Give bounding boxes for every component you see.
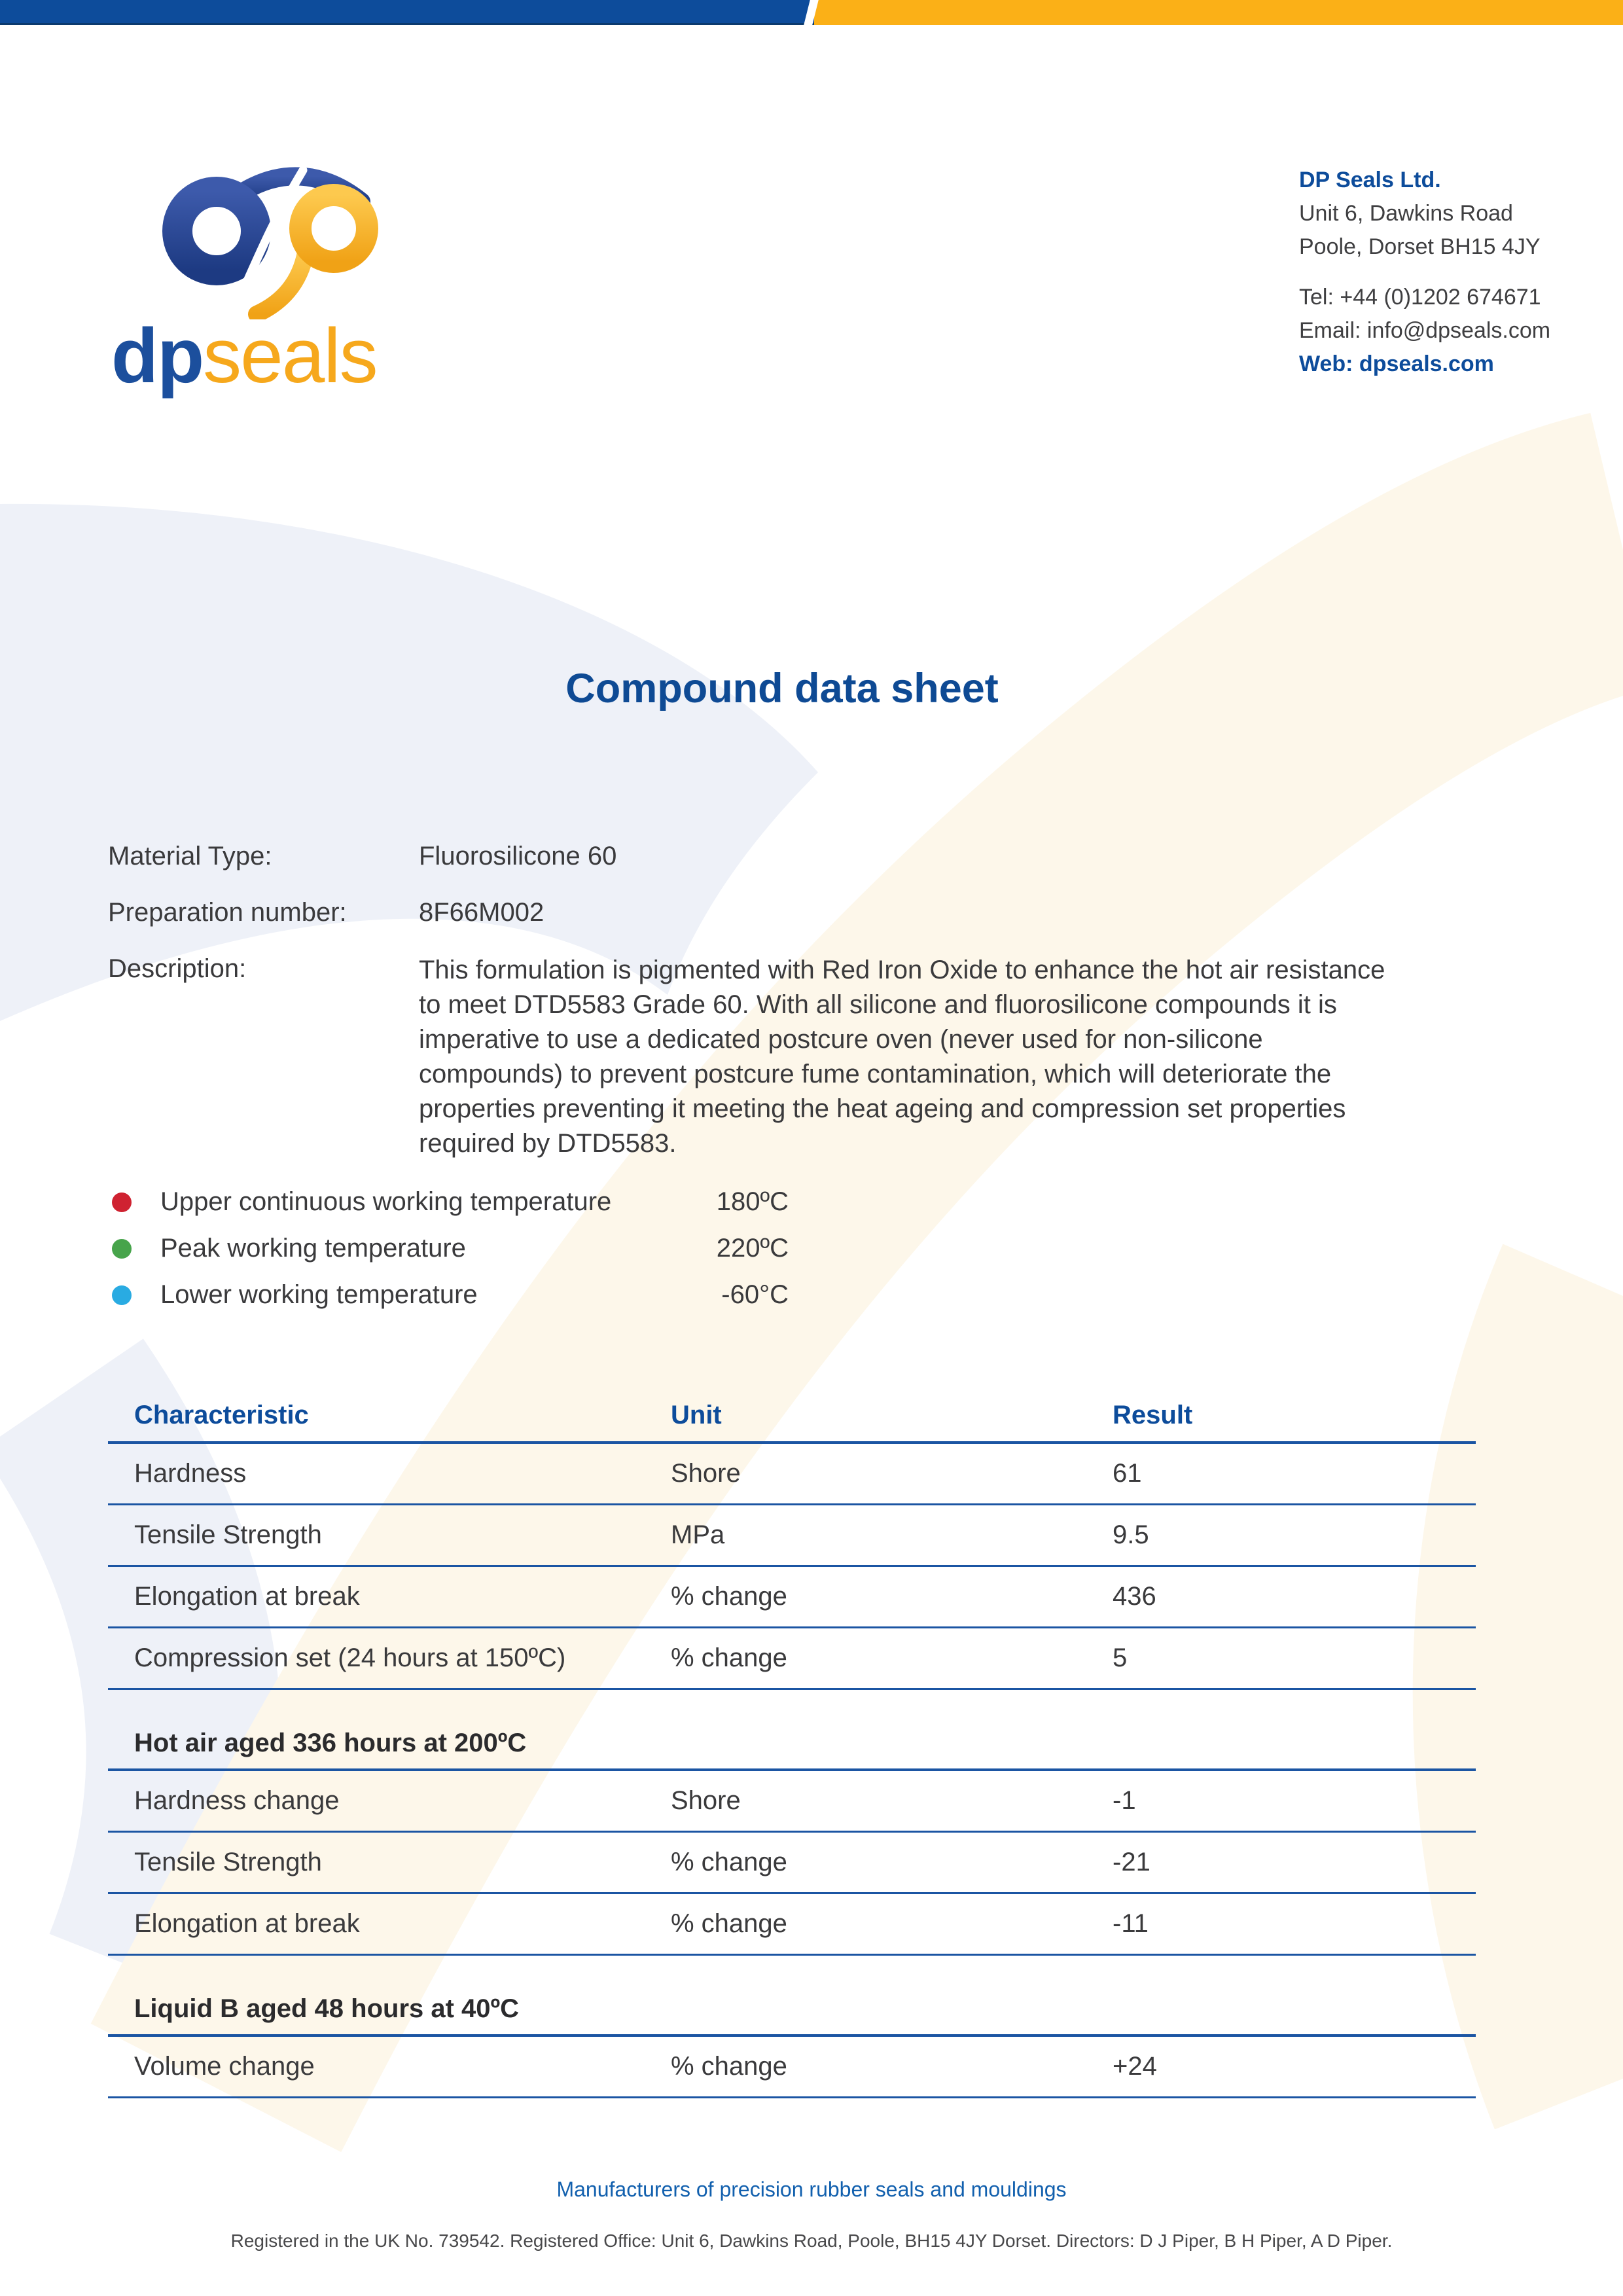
table-row: Hardness change Shore -1	[108, 1771, 1476, 1833]
company-name: DP Seals Ltd.	[1299, 168, 1441, 192]
section-header-text: Hot air aged 336 hours at 200ºC	[134, 1729, 527, 1757]
table-row: Compression set (24 hours at 150ºC) % cha…	[108, 1628, 1476, 1690]
temperature-item: Peak working temperature 220ºC	[108, 1225, 789, 1272]
description-label: Description:	[108, 954, 247, 983]
cell-result: -1	[1113, 1786, 1136, 1815]
column-header-unit: Unit	[671, 1400, 722, 1429]
preparation-number-row: Preparation number: 8F66M002	[108, 897, 1391, 928]
preparation-number-value: 8F66M002	[419, 898, 544, 927]
footer-tagline: Manufacturers of precision rubber seals …	[556, 2178, 1067, 2201]
contact-spacer	[1299, 264, 1550, 281]
description-value: This formulation is pigmented with Red I…	[419, 956, 1385, 1158]
cell-unit: % change	[671, 1909, 787, 1938]
cell-unit: Shore	[671, 1459, 741, 1488]
cell-result: +24	[1113, 2052, 1157, 2081]
cell-unit: % change	[671, 1582, 787, 1611]
temperature-list: Upper continuous working temperature 180º…	[108, 1179, 789, 1318]
footer-registration: Registered in the UK No. 739542. Registe…	[230, 2231, 1393, 2251]
section-header-text: Liquid B aged 48 hours at 40ºC	[134, 1994, 520, 2023]
table-row: Tensile Strength MPa 9.5	[108, 1505, 1476, 1567]
data-table: Characteristic Unit Result Hardness Shore 61 T…	[108, 1389, 1476, 2098]
address-line-1: Unit 6, Dawkins Road	[1299, 201, 1513, 226]
bullet-dot-icon	[112, 1238, 132, 1259]
email-line: Email: info@dpseals.com	[1299, 318, 1551, 343]
temperature-value: 180ºC	[716, 1187, 789, 1216]
logo-seals-text: seals	[203, 313, 378, 399]
temperature-label: Upper continuous working temperature	[160, 1187, 612, 1216]
cell-result: 436	[1113, 1582, 1156, 1611]
company-logo: dpseals	[111, 154, 478, 395]
preparation-number-label: Preparation number:	[108, 898, 347, 927]
cell-characteristic: Elongation at break	[134, 1582, 360, 1611]
cell-result: 9.5	[1113, 1520, 1149, 1549]
cell-unit: MPa	[671, 1520, 725, 1549]
bullet-dot-icon	[112, 1285, 132, 1305]
address-line-2: Poole, Dorset BH15 4JY	[1299, 234, 1541, 259]
temperature-label: Lower working temperature	[160, 1280, 478, 1309]
material-type-value: Fluorosilicone 60	[419, 842, 617, 870]
cell-characteristic: Hardness	[134, 1459, 247, 1488]
topbar-blue-segment	[0, 0, 814, 25]
table-header-row: Characteristic Unit Result	[108, 1389, 1476, 1444]
website-line: Web: dpseals.com	[1299, 351, 1494, 376]
table-row: Volume change % change +24	[108, 2037, 1476, 2098]
temperature-item: Lower working temperature -60°C	[108, 1272, 789, 1318]
phone-line: Tel: +44 (0)1202 674671	[1299, 285, 1541, 310]
cell-result: -21	[1113, 1848, 1150, 1876]
table-section-header: Hot air aged 336 hours at 200ºC	[108, 1690, 1476, 1771]
topbar-orange-segment	[814, 0, 1623, 25]
cell-unit: Shore	[671, 1786, 741, 1815]
material-type-label: Material Type:	[108, 842, 272, 870]
temperature-label: Peak working temperature	[160, 1234, 466, 1263]
temperature-value: 220ºC	[716, 1234, 789, 1263]
cell-characteristic: Compression set (24 hours at 150ºC)	[134, 1643, 566, 1672]
table-row: Elongation at break % change -11	[108, 1894, 1476, 1956]
table-row: Tensile Strength % change -21	[108, 1833, 1476, 1894]
table-row: Elongation at break % change 436	[108, 1567, 1476, 1628]
description-row: Description: This formulation is pigment…	[108, 953, 1391, 1161]
cell-unit: % change	[671, 1848, 787, 1876]
column-header-characteristic: Characteristic	[134, 1400, 309, 1429]
cell-characteristic: Tensile Strength	[134, 1520, 322, 1549]
cell-characteristic: Tensile Strength	[134, 1848, 322, 1876]
contact-block: DP Seals Ltd. Unit 6, Dawkins Road Poole…	[1299, 164, 1550, 381]
table-section-header: Liquid B aged 48 hours at 40ºC	[108, 1956, 1476, 2037]
bullet-dot-icon	[112, 1192, 132, 1212]
cell-characteristic: Volume change	[134, 2052, 315, 2081]
cell-result: 61	[1113, 1459, 1142, 1488]
cell-characteristic: Elongation at break	[134, 1909, 360, 1938]
cell-unit: % change	[671, 2052, 787, 2081]
material-info-block: Material Type: Fluorosilicone 60 Prepara…	[108, 840, 1391, 1186]
temperature-item: Upper continuous working temperature 180º…	[108, 1179, 789, 1225]
cell-characteristic: Hardness change	[134, 1786, 340, 1815]
page-title: Compound data sheet	[565, 666, 999, 711]
logo-rings-icon	[162, 166, 378, 323]
logo-wordmark: dpseals	[111, 317, 478, 395]
logo-dp-text: dp	[111, 313, 204, 399]
cell-unit: % change	[671, 1643, 787, 1672]
material-type-row: Material Type: Fluorosilicone 60	[108, 840, 1391, 872]
column-header-result: Result	[1113, 1400, 1193, 1429]
temperature-value: -60°C	[721, 1280, 789, 1309]
cell-result: -11	[1113, 1909, 1149, 1938]
table-row: Hardness Shore 61	[108, 1444, 1476, 1505]
cell-result: 5	[1113, 1643, 1128, 1672]
